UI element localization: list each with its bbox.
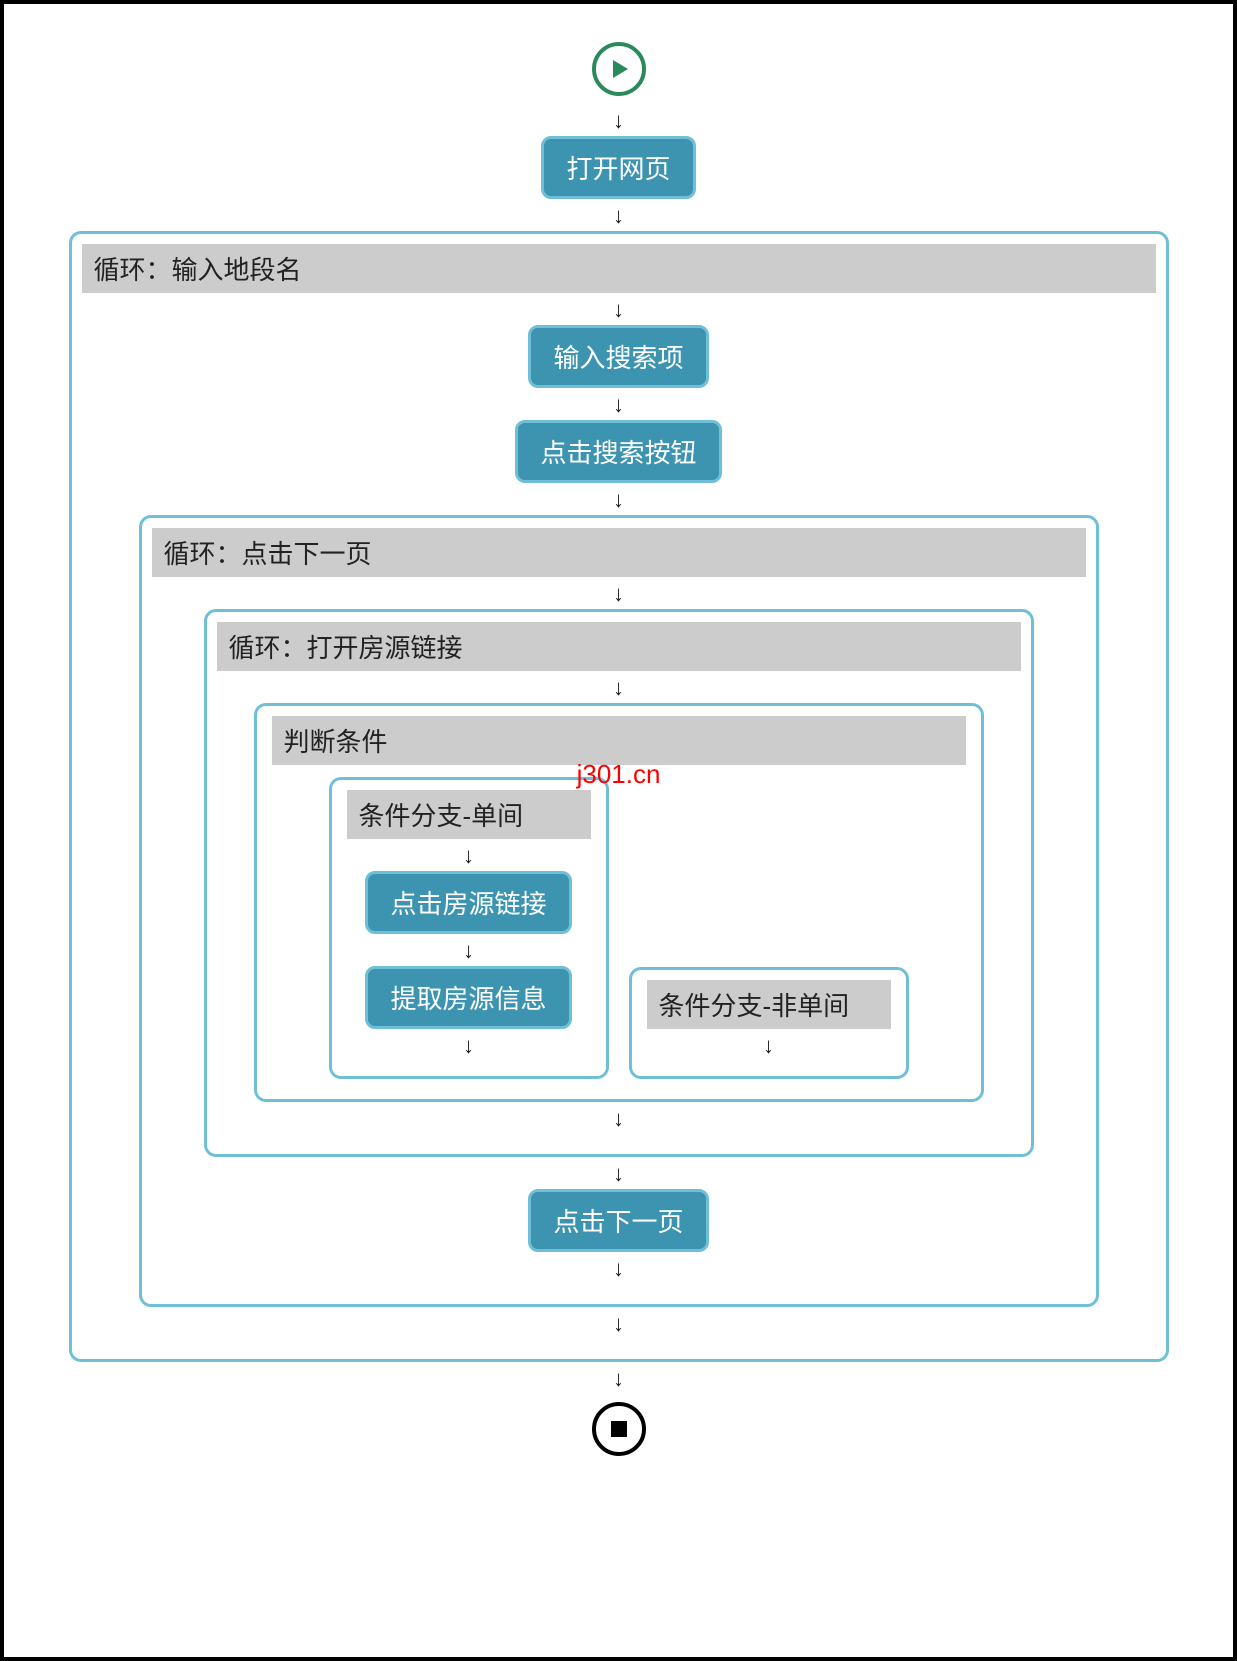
open-page-node[interactable]: 打开网页 <box>541 136 695 199</box>
arrow-down-icon: ↓ <box>613 1368 624 1390</box>
arrow-down-icon: ↓ <box>463 845 474 867</box>
condition-title: 判断条件 <box>272 716 966 765</box>
branch-title: 条件分支-单间 <box>347 790 591 839</box>
arrow-down-icon: ↓ <box>613 583 624 605</box>
click-next-page-node[interactable]: 点击下一页 <box>528 1189 708 1252</box>
stop-icon <box>609 1419 629 1439</box>
flowchart-canvas: j301.cn ↓ 打开网页 ↓ 循环：输入地段名 ↓ 输入搜索项 ↓ 点击搜索… <box>0 0 1237 1661</box>
loop-title: 循环：打开房源链接 <box>217 622 1021 671</box>
play-icon <box>607 57 631 81</box>
click-listing-link-node[interactable]: 点击房源链接 <box>365 871 571 934</box>
start-node[interactable] <box>592 42 646 96</box>
arrow-down-icon: ↓ <box>613 677 624 699</box>
branch-single-room[interactable]: 条件分支-单间 ↓ 点击房源链接 ↓ 提取房源信息 ↓ <box>329 777 609 1079</box>
arrow-down-icon: ↓ <box>613 299 624 321</box>
arrow-down-icon: ↓ <box>463 940 474 962</box>
input-search-node[interactable]: 输入搜索项 <box>528 325 708 388</box>
arrow-down-icon: ↓ <box>613 205 624 227</box>
arrow-down-icon: ↓ <box>613 394 624 416</box>
condition-branches: 条件分支-单间 ↓ 点击房源链接 ↓ 提取房源信息 ↓ 条件分支-非单间 ↓ <box>272 777 966 1079</box>
end-node[interactable] <box>592 1402 646 1456</box>
click-search-node[interactable]: 点击搜索按钮 <box>515 420 721 483</box>
arrow-down-icon: ↓ <box>613 1313 624 1335</box>
arrow-down-icon: ↓ <box>613 1108 624 1130</box>
loop-next-page[interactable]: 循环：点击下一页 ↓ 循环：打开房源链接 ↓ 判断条件 条件分支-单间 ↓ 点击… <box>139 515 1099 1307</box>
arrow-down-icon: ↓ <box>613 489 624 511</box>
condition-box[interactable]: 判断条件 条件分支-单间 ↓ 点击房源链接 ↓ 提取房源信息 ↓ <box>254 703 984 1102</box>
arrow-down-icon: ↓ <box>613 1258 624 1280</box>
arrow-down-icon: ↓ <box>613 1163 624 1185</box>
branch-not-single-room[interactable]: 条件分支-非单间 ↓ <box>629 967 909 1079</box>
branch-title: 条件分支-非单间 <box>647 980 891 1029</box>
arrow-down-icon: ↓ <box>763 1035 774 1057</box>
loop-input-location[interactable]: 循环：输入地段名 ↓ 输入搜索项 ↓ 点击搜索按钮 ↓ 循环：点击下一页 ↓ 循… <box>69 231 1169 1362</box>
arrow-down-icon: ↓ <box>613 110 624 132</box>
loop-open-listing[interactable]: 循环：打开房源链接 ↓ 判断条件 条件分支-单间 ↓ 点击房源链接 ↓ 提取房源… <box>204 609 1034 1157</box>
extract-listing-info-node[interactable]: 提取房源信息 <box>365 966 571 1029</box>
loop-title: 循环：输入地段名 <box>82 244 1156 293</box>
loop-title: 循环：点击下一页 <box>152 528 1086 577</box>
arrow-down-icon: ↓ <box>463 1035 474 1057</box>
